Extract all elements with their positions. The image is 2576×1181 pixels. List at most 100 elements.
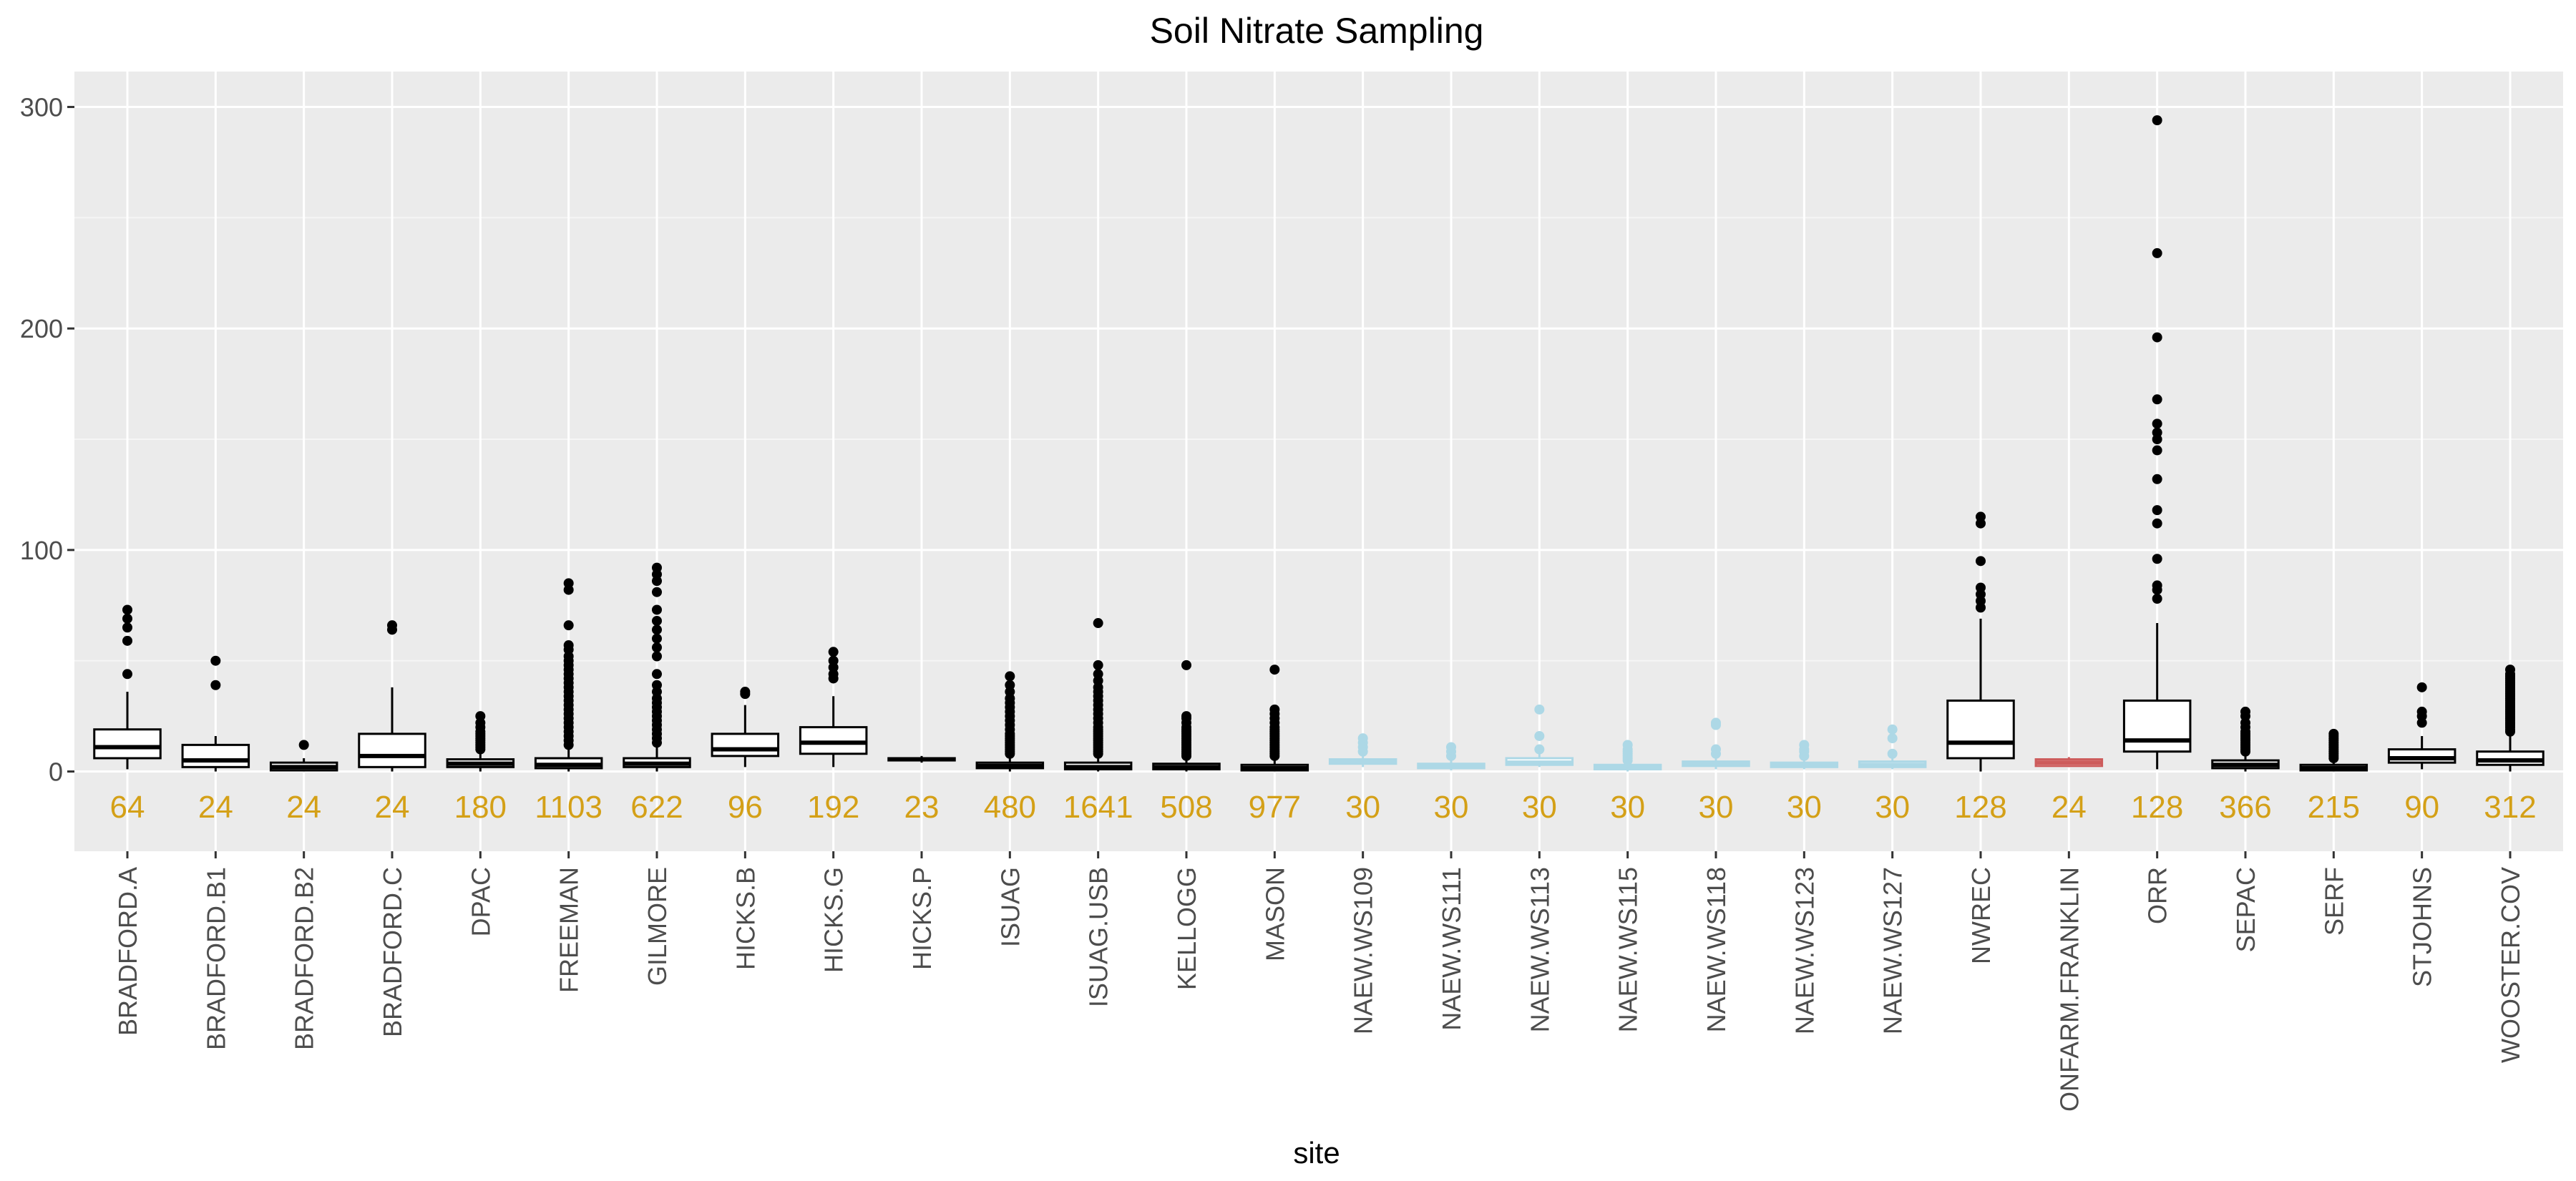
count-label: 24 [375,790,410,825]
outlier-point [298,740,309,750]
x-tick-label: HICKS.B [731,867,760,970]
x-tick-label: NAEW.WS118 [1702,867,1731,1032]
x-tick-label: HICKS.P [907,867,937,970]
x-tick-label: SEPAC [2231,867,2260,952]
outlier-point [563,620,574,631]
box-body [2476,750,2545,766]
x-tick-label: NAEW.WS113 [1525,867,1554,1032]
outlier-point [563,578,574,589]
outlier-point [122,604,132,615]
box-body [1946,699,2015,760]
outlier-point [210,680,221,690]
outlier-point [2152,593,2162,604]
outlier-point [1799,740,1810,750]
count-label: 1103 [535,790,602,825]
box-hicks-p [887,755,956,763]
count-label: 180 [454,790,507,825]
count-label: 24 [198,790,233,825]
box-orr [2122,115,2192,770]
outlier-point [1181,711,1191,722]
box-body [2122,699,2192,753]
count-label: 24 [2051,790,2087,825]
y-tick-label: 100 [20,536,63,565]
x-tick-label: ORR [2143,867,2172,924]
outlier-point [2152,394,2162,405]
y-tick-label: 200 [20,314,63,343]
box-stjohns [2387,682,2457,770]
outlier-point [1534,704,1545,715]
outlier-point [2240,706,2250,717]
box-naew-ws111 [1417,742,1485,770]
count-label: 128 [1954,790,2006,825]
box-serf [2299,728,2368,772]
outlier-point [652,669,662,680]
box-isuag-usb [1063,618,1133,772]
outlier-point [2416,706,2427,717]
count-label: 30 [1522,790,1557,825]
outlier-point [1093,618,1103,629]
outlier-point [1446,742,1456,753]
count-label: 24 [286,790,321,825]
outlier-point [652,642,662,653]
count-label: 1641 [1063,790,1133,825]
x-tick-label: FREEMAN [555,867,584,993]
outlier-point [1093,660,1103,670]
x-tick-label: MASON [1260,867,1289,961]
outlier-point [2152,474,2162,484]
box-mason [1240,665,1309,772]
box-bradford-a [93,604,162,770]
outlier-point [2152,248,2162,258]
x-tick-label: BRADFORD.B2 [290,867,319,1050]
outlier-point [1005,680,1015,690]
count-label: 30 [1875,790,1910,825]
outlier-point [1887,748,1898,759]
x-tick-label: BRADFORD.C [378,867,407,1037]
x-tick-label: STJOHNS [2408,867,2437,987]
x-tick-label: NAEW.WS115 [1614,867,1643,1032]
box-body [2387,748,2457,764]
box-body [181,743,250,768]
box-body [358,732,426,768]
outlier-point [652,562,662,573]
x-tick-label: ISUAG.USB [1084,867,1113,1007]
count-label-layer: 64 24 24 24 180 1103 622 96 192 23 480 1641 508 977 30… [110,790,2537,825]
outlier-point [828,647,839,657]
x-tick-label: GILMORE [643,867,672,986]
count-label: 90 [2404,790,2439,825]
count-label: 30 [1787,790,1822,825]
count-label: 30 [1610,790,1645,825]
outlier-point [828,655,839,666]
x-tick-label: NAEW.WS123 [1790,867,1819,1034]
outlier-point [2152,518,2162,529]
box-naew-ws127 [1858,724,1927,770]
outlier-point [1534,744,1545,755]
count-label: 128 [2131,790,2183,825]
outlier-point [1976,556,1986,567]
outlier-point [1711,717,1721,728]
count-label: 96 [728,790,763,825]
outlier-point [2152,418,2162,429]
box-freeman [534,578,603,772]
count-label: 480 [984,790,1036,825]
outlier-point [1534,730,1545,741]
outlier-point [1005,671,1015,682]
box-gilmore [623,562,691,772]
count-label: 508 [1160,790,1212,825]
box-layer [93,115,2545,772]
count-label: 312 [2484,790,2536,825]
outlier-point [1269,665,1280,675]
outlier-point [2152,332,2162,343]
outlier-point [387,620,397,631]
outlier-point [652,587,662,597]
outlier-point [652,604,662,615]
outlier-point [122,622,132,633]
outlier-point [122,613,132,624]
y-axis: 0 100 200 300 [20,93,74,787]
outlier-point [2416,682,2427,692]
box-bradford-b1 [181,655,250,772]
outlier-point [1093,669,1103,680]
outlier-point [1622,740,1633,750]
outlier-point [2152,580,2162,591]
count-label: 30 [1434,790,1469,825]
